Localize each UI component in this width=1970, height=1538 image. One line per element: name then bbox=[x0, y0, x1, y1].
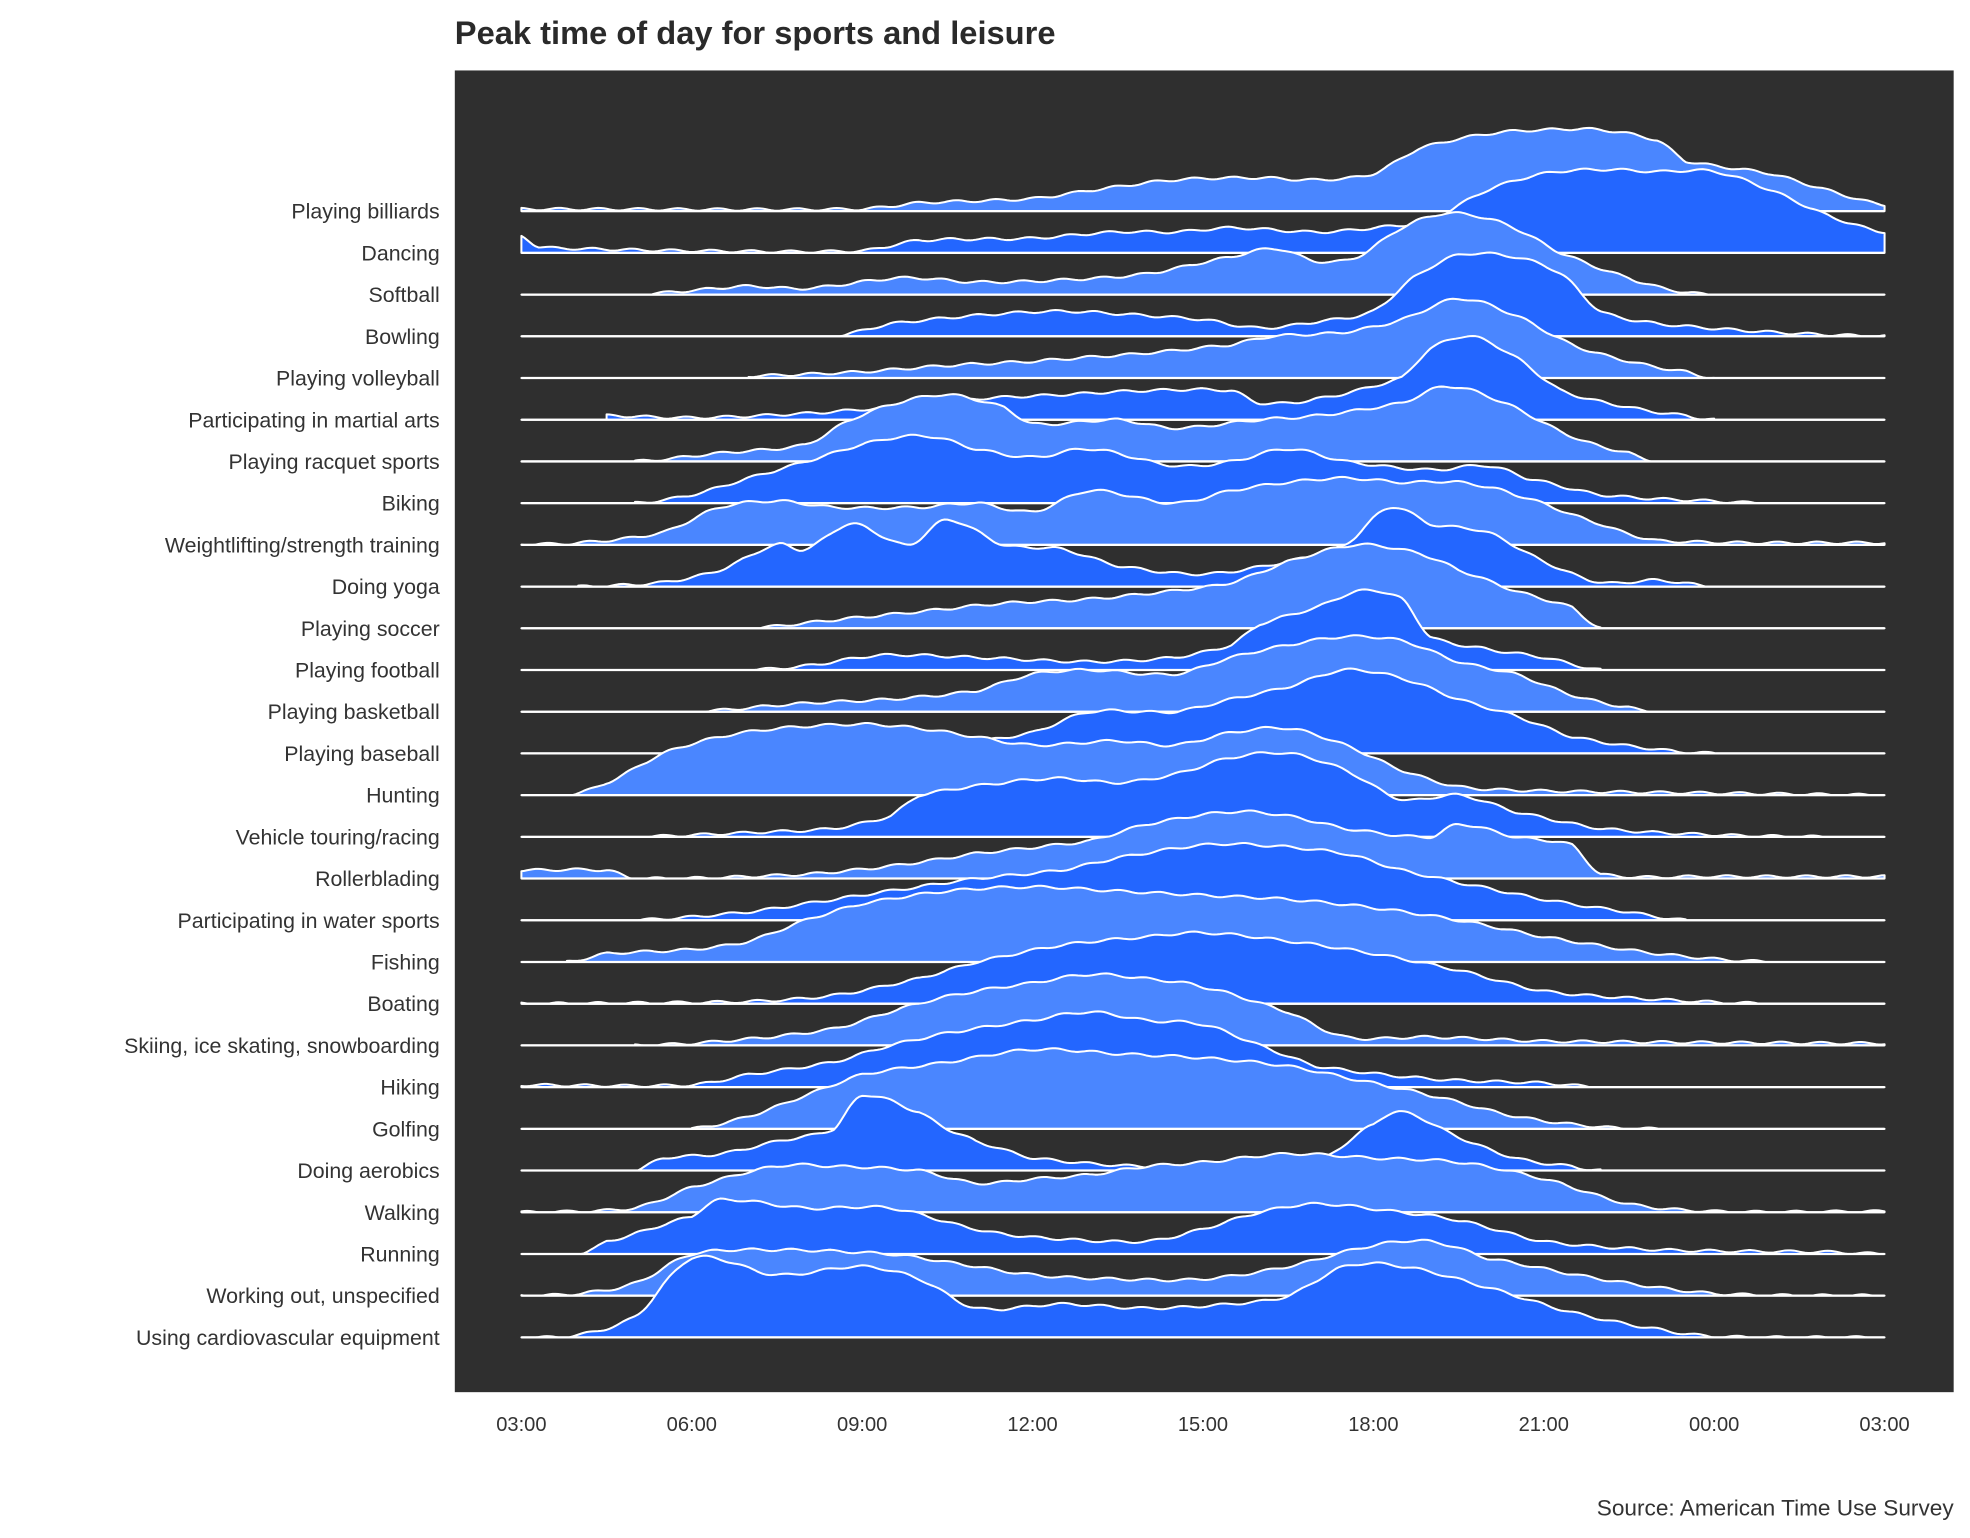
y-axis-label: Walking bbox=[365, 1201, 440, 1225]
y-axis-label: Playing basketball bbox=[268, 700, 440, 724]
y-axis-label: Golfing bbox=[372, 1117, 440, 1141]
y-axis-label: Softball bbox=[369, 283, 440, 307]
ridge-area bbox=[520, 335, 1886, 421]
y-axis-label: Doing yoga bbox=[332, 575, 440, 599]
y-axis-label: Playing soccer bbox=[301, 617, 440, 641]
y-axis-label: Participating in water sports bbox=[178, 909, 440, 933]
y-axis-label: Skiing, ice skating, snowboarding bbox=[124, 1034, 440, 1058]
x-tick-label: 00:00 bbox=[1689, 1414, 1739, 1436]
ridge-area bbox=[520, 251, 1886, 338]
ridge-using-cardiovascular-equipment bbox=[520, 1254, 1886, 1339]
ridge-dancing bbox=[520, 167, 1886, 255]
ridge-area bbox=[520, 751, 1886, 838]
ridge-area bbox=[520, 297, 1886, 380]
ridge-area bbox=[520, 634, 1886, 713]
ridge-area bbox=[520, 972, 1886, 1047]
y-axis-label: Playing racquet sports bbox=[229, 450, 440, 474]
y-axis-label: Rollerblading bbox=[315, 867, 440, 891]
ridge-area bbox=[520, 884, 1886, 963]
source-note: Source: American Time Use Survey bbox=[1597, 1495, 1955, 1520]
ridge-area bbox=[520, 1010, 1886, 1089]
y-axis-label: Using cardiovascular equipment bbox=[136, 1326, 440, 1350]
x-tick-label: 18:00 bbox=[1348, 1414, 1398, 1436]
y-axis-label: Playing billiards bbox=[291, 200, 439, 224]
x-tick-label: 12:00 bbox=[1007, 1414, 1057, 1436]
chart-title: Peak time of day for sports and leisure bbox=[455, 14, 1056, 51]
ridge-area bbox=[520, 1094, 1886, 1172]
ridge-area bbox=[520, 507, 1886, 588]
ridge-area bbox=[520, 542, 1886, 630]
ridge-area bbox=[520, 385, 1886, 463]
x-tick-label: 06:00 bbox=[667, 1414, 717, 1436]
y-axis-label: Fishing bbox=[371, 951, 440, 975]
y-axis-labels: Playing billiards Dancing Softball Bowling P… bbox=[124, 200, 440, 1350]
ridge-area bbox=[520, 930, 1886, 1005]
ridge-area bbox=[520, 1254, 1886, 1339]
y-axis-label: Hiking bbox=[380, 1076, 439, 1100]
y-axis-label: Boating bbox=[367, 992, 439, 1016]
y-axis-label: Doing aerobics bbox=[297, 1159, 439, 1183]
ridge-area bbox=[520, 1197, 1886, 1255]
y-axis-label: Weightlifting/strength training bbox=[165, 533, 440, 557]
y-axis-label: Participating in martial arts bbox=[188, 408, 439, 432]
y-axis-label: Vehicle touring/racing bbox=[236, 825, 440, 849]
ridge-area bbox=[520, 433, 1886, 505]
ridge-playing-volleyball bbox=[520, 297, 1886, 380]
ridge-area bbox=[520, 841, 1886, 922]
ridge-playing-soccer bbox=[520, 542, 1886, 630]
y-axis-label: Playing volleyball bbox=[276, 367, 440, 391]
y-axis-label: Bowling bbox=[365, 325, 440, 349]
y-axis-label: Running bbox=[360, 1243, 440, 1267]
x-tick-label: 09:00 bbox=[837, 1414, 887, 1436]
x-axis-ticks: 03:00 06:00 09:00 12:00 15:00 18:00 21:00 00:00… bbox=[496, 1414, 1909, 1436]
y-axis-label: Dancing bbox=[361, 241, 439, 265]
y-axis-label: Hunting bbox=[366, 784, 440, 808]
y-axis-label: Playing baseball bbox=[284, 742, 439, 766]
ridges bbox=[520, 126, 1886, 1339]
ridge-area bbox=[520, 167, 1886, 254]
x-tick-label: 21:00 bbox=[1519, 1414, 1569, 1436]
x-tick-label: 15:00 bbox=[1178, 1414, 1228, 1436]
x-tick-label: 03:00 bbox=[496, 1414, 546, 1436]
y-axis-label: Working out, unspecified bbox=[206, 1284, 439, 1308]
y-axis-label: Playing football bbox=[295, 659, 440, 683]
ridge-area bbox=[520, 722, 1886, 797]
ridge-playing-racquet-sports bbox=[520, 385, 1886, 463]
ridge-area bbox=[520, 1151, 1886, 1214]
y-axis-label: Biking bbox=[382, 492, 440, 516]
ridge-area bbox=[520, 588, 1886, 672]
ridge-bowling bbox=[520, 251, 1886, 338]
x-tick-label: 03:00 bbox=[1859, 1414, 1909, 1436]
ridge-participating-in-martial-arts bbox=[520, 335, 1886, 421]
